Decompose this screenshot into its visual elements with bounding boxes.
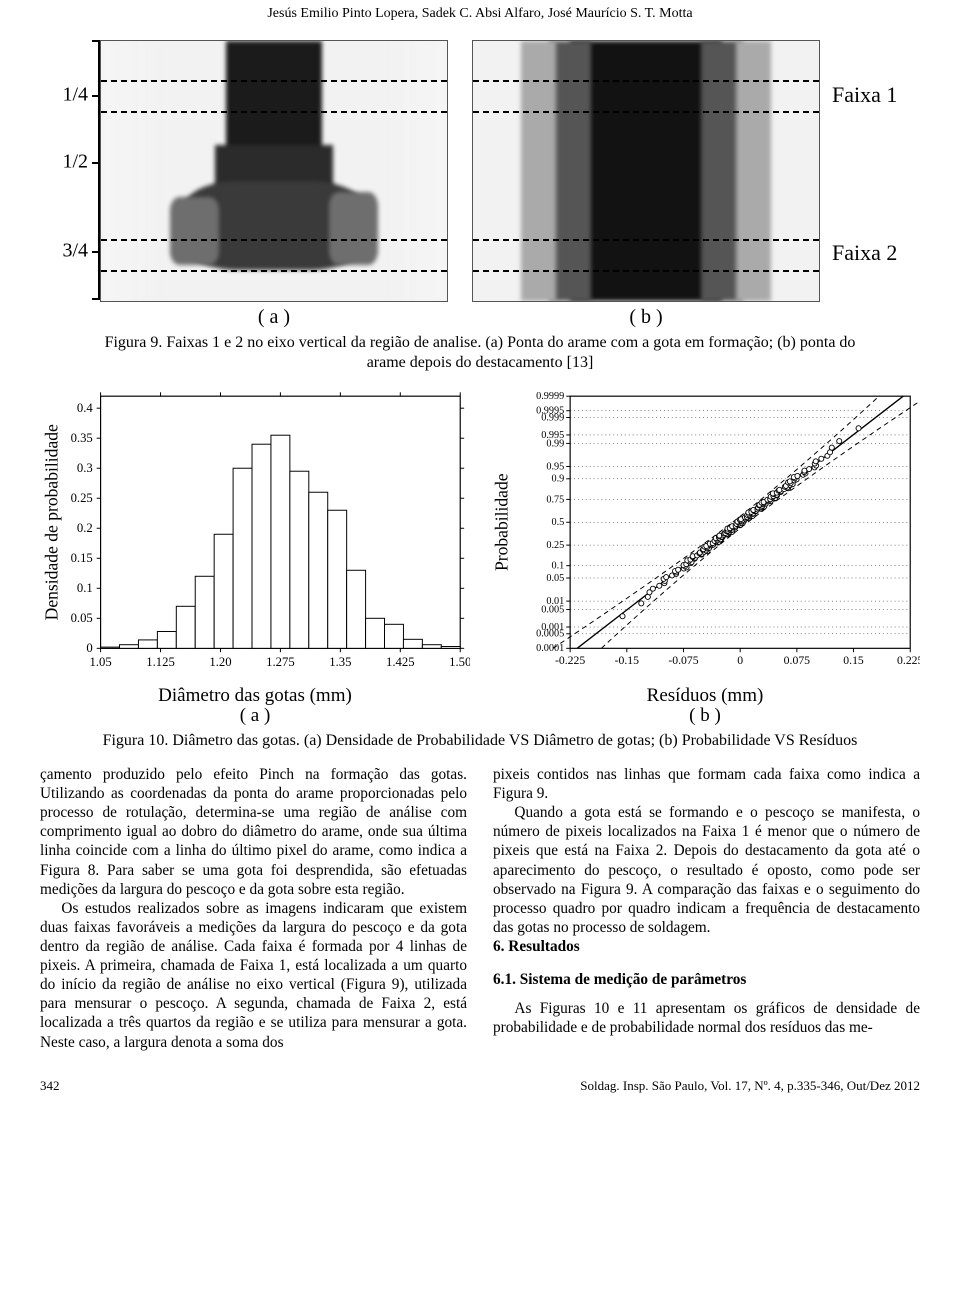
- svg-text:1.20: 1.20: [209, 655, 231, 669]
- fig10b-xlabel: Resíduos (mm): [490, 685, 920, 707]
- svg-text:0.075: 0.075: [784, 654, 811, 667]
- fig9-label-faixa1: Faixa 1: [832, 82, 897, 108]
- fig9-panel-b: [472, 40, 820, 302]
- fig9-ytick-1-2: 1/2: [62, 151, 88, 174]
- svg-text:1.425: 1.425: [386, 655, 415, 669]
- svg-text:-0.225: -0.225: [555, 654, 585, 667]
- svg-text:0.1: 0.1: [551, 561, 564, 572]
- svg-text:Probabilidade: Probabilidade: [492, 473, 512, 571]
- svg-text:0: 0: [737, 654, 743, 667]
- figure-10: 00.050.10.150.20.250.30.350.41.051.1251.…: [40, 383, 920, 727]
- svg-text:0.05: 0.05: [71, 611, 93, 625]
- fig9-sublabel-b: ( b ): [472, 306, 820, 329]
- para-l2: Os estudos realizados sobre as imagens i…: [40, 899, 467, 1052]
- svg-text:0.9999: 0.9999: [536, 391, 564, 402]
- para-r1: pixeis contidos nas linhas que formam ca…: [493, 765, 920, 803]
- fig9-y-axis: 1/4 1/2 3/4: [40, 40, 100, 300]
- section-6-1-heading: 6.1. Sistema de medição de parâmetros: [493, 970, 920, 989]
- svg-text:Densidade de probabilidade: Densidade de probabilidade: [42, 424, 62, 620]
- svg-text:-0.15: -0.15: [615, 654, 640, 667]
- svg-text:0.2: 0.2: [77, 521, 93, 535]
- svg-text:0.4: 0.4: [77, 401, 94, 415]
- right-column: pixeis contidos nas linhas que formam ca…: [493, 765, 920, 1052]
- svg-text:0.995: 0.995: [541, 430, 564, 441]
- fig9-right-labels: Faixa 1 Faixa 2: [820, 40, 920, 300]
- fig9-panel-a: [100, 40, 448, 302]
- fig10-panel-b: 0.00010.00050.0010.0050.010.050.10.250.5…: [490, 383, 920, 727]
- svg-text:0.15: 0.15: [843, 654, 864, 667]
- fig10a-xlabel: Diâmetro das gotas (mm): [40, 685, 470, 707]
- left-column: çamento produzido pelo efeito Pinch na f…: [40, 765, 467, 1052]
- svg-text:-0.075: -0.075: [668, 654, 698, 667]
- svg-text:0.05: 0.05: [546, 573, 564, 584]
- svg-text:0.9: 0.9: [551, 474, 564, 485]
- fig10-caption: Figura 10. Diâmetro das gotas. (a) Densi…: [100, 731, 860, 751]
- footer-journal: Soldag. Insp. São Paulo, Vol. 17, Nº. 4,…: [580, 1078, 920, 1094]
- svg-text:0.3: 0.3: [77, 461, 93, 475]
- fig9-sublabel-a: ( a ): [100, 306, 448, 329]
- authors-header: Jesús Emilio Pinto Lopera, Sadek C. Absi…: [40, 6, 920, 22]
- svg-text:0.9995: 0.9995: [536, 406, 564, 417]
- svg-text:0.1: 0.1: [77, 581, 93, 595]
- figure-9: 1/4 1/2 3/4: [40, 40, 920, 373]
- svg-text:1.275: 1.275: [266, 655, 295, 669]
- svg-text:0.01: 0.01: [546, 596, 564, 607]
- fig9-ytick-3-4: 3/4: [62, 239, 88, 262]
- footer-page-number: 342: [40, 1078, 60, 1094]
- body-columns: çamento produzido pelo efeito Pinch na f…: [40, 765, 920, 1052]
- section-6-heading: 6. Resultados: [493, 937, 920, 956]
- fig9-caption: Figura 9. Faixas 1 e 2 no eixo vertical …: [100, 333, 860, 373]
- svg-text:1.05: 1.05: [89, 655, 111, 669]
- fig10a-sublabel: ( a ): [40, 705, 470, 727]
- svg-text:1.50: 1.50: [449, 655, 470, 669]
- svg-text:0.25: 0.25: [546, 540, 564, 551]
- para-r3: As Figuras 10 e 11 apresentam os gráfico…: [493, 999, 920, 1037]
- probability-plot-svg: 0.00010.00050.0010.0050.010.050.10.250.5…: [490, 383, 920, 683]
- histogram-svg: 0 0.05 0.1 0.15 0.2 0.25 0.3 0.35 0.4 1.05 1.125 1.…: [40, 383, 470, 683]
- svg-text:1.125: 1.125: [146, 655, 175, 669]
- para-r2: Quando a gota está se formando e o pesco…: [493, 803, 920, 937]
- svg-text:0.0001: 0.0001: [536, 643, 564, 654]
- svg-text:0.25: 0.25: [71, 491, 93, 505]
- fig9-label-faixa2: Faixa 2: [832, 240, 897, 266]
- svg-text:0.95: 0.95: [546, 461, 564, 472]
- para-l1: çamento produzido pelo efeito Pinch na f…: [40, 765, 467, 899]
- svg-text:0.5: 0.5: [551, 517, 564, 528]
- fig10b-sublabel: ( b ): [490, 705, 920, 727]
- svg-text:0.75: 0.75: [546, 494, 564, 505]
- svg-text:0.35: 0.35: [71, 431, 93, 445]
- fig10-panel-a: 0 0.05 0.1 0.15 0.2 0.25 0.3 0.35 0.4 1.05 1.125 1.…: [40, 383, 470, 727]
- fig9-ytick-1-4: 1/4: [62, 83, 88, 106]
- svg-text:1.35: 1.35: [329, 655, 351, 669]
- svg-text:0: 0: [86, 641, 92, 655]
- page-footer: 342 Soldag. Insp. São Paulo, Vol. 17, Nº…: [40, 1074, 920, 1094]
- svg-text:0.001: 0.001: [541, 622, 564, 633]
- svg-text:0.15: 0.15: [71, 551, 93, 565]
- svg-text:0.225: 0.225: [897, 654, 920, 667]
